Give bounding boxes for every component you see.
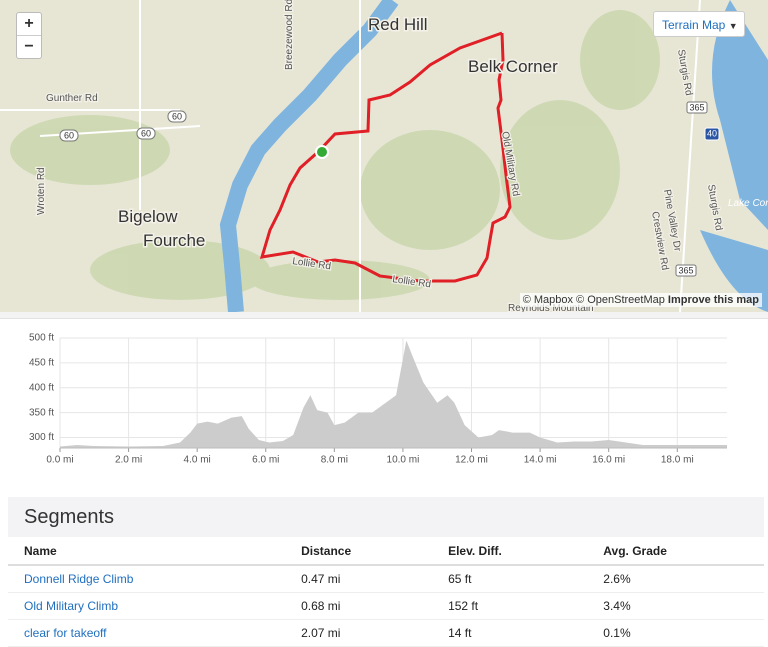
- cell: Old Military Climb: [8, 592, 286, 620]
- x-tick-label: 4.0 mi: [184, 455, 211, 466]
- shield-label: 60: [141, 128, 151, 138]
- x-tick-label: 2.0 mi: [115, 455, 142, 466]
- y-tick-label: 400 ft: [29, 382, 54, 393]
- start-marker: [315, 145, 329, 159]
- road-label: Breezewood Rd: [284, 0, 295, 70]
- shields: 60 60 60 365 40 365: [59, 101, 720, 277]
- y-tick-label: 300 ft: [29, 432, 54, 443]
- x-tick-label: 14.0 mi: [524, 455, 557, 466]
- cell: 152 ft: [432, 592, 588, 620]
- segment-link[interactable]: clear for takeoff: [24, 626, 107, 640]
- lake: [700, 0, 768, 312]
- shield-label: 60: [64, 130, 74, 140]
- zoom-control: + −: [16, 12, 42, 59]
- cell: 14 ft: [432, 619, 588, 647]
- cell: 0.47 mi: [285, 565, 433, 593]
- place-label: Lake Con: [728, 198, 768, 209]
- x-tick-label: 0.0 mi: [46, 455, 73, 466]
- layer-button-label: Terrain Map: [662, 18, 726, 32]
- shield-label: 365: [689, 102, 704, 112]
- divider[interactable]: [0, 312, 768, 319]
- cell: 65 ft: [432, 565, 588, 593]
- zoom-in[interactable]: +: [17, 13, 41, 36]
- road-label: Wroten Rd: [36, 167, 47, 215]
- cell: 2.07 mi: [285, 619, 433, 647]
- column-header: Avg. Grade: [587, 537, 764, 566]
- table-body: Donnell Ridge Climb 0.47 mi 65 ft 2.6% Old M…: [8, 565, 764, 647]
- segments-title: Segments: [8, 497, 764, 537]
- layer-button[interactable]: Terrain Map ▼: [653, 11, 745, 37]
- cell: 0.68 mi: [285, 592, 433, 620]
- header-row: Name Distance Elev. Diff. Avg. Grade: [8, 537, 764, 566]
- cell: 2.6%: [587, 565, 764, 593]
- shield-label: 365: [678, 265, 693, 275]
- elevation-chart: 300 ft 350 ft 400 ft 450 ft 500 ft 0.0 mi 2.0 …: [29, 333, 727, 466]
- attribution: © Mapbox © OpenStreetMap Improve this ma…: [519, 293, 762, 307]
- cell: 0.1%: [587, 619, 764, 647]
- shield-label: 60: [172, 111, 182, 121]
- column-header: Elev. Diff.: [432, 537, 588, 566]
- roads: [0, 0, 701, 312]
- map[interactable]: Red Hill Belk Corner Gunther Rd Breezewo…: [0, 0, 768, 312]
- cell: 3.4%: [587, 592, 764, 620]
- x-tick-label: 6.0 mi: [252, 455, 279, 466]
- x-tick-label: 12.0 mi: [455, 455, 488, 466]
- elevation-area: [60, 340, 727, 448]
- place-label: Red Hill: [368, 15, 428, 34]
- x-tick-label: 10.0 mi: [387, 455, 420, 466]
- route: [259, 31, 512, 283]
- x-tick-label: 18.0 mi: [661, 455, 694, 466]
- segment-row: Donnell Ridge Climb 0.47 mi 65 ft 2.6%: [8, 565, 764, 593]
- cell: clear for takeoff: [8, 619, 286, 647]
- y-tick-label: 350 ft: [29, 407, 54, 418]
- segments-panel: Segments Name Distance Elev. Diff. Avg. Gra…: [8, 497, 764, 647]
- place-label: Belk Corner: [468, 57, 558, 76]
- zoom-out[interactable]: −: [24, 38, 34, 55]
- segment-link[interactable]: Donnell Ridge Climb: [24, 572, 134, 586]
- place-label: Fourche: [143, 231, 205, 250]
- y-tick-label: 450 ft: [29, 358, 54, 369]
- column-header: Distance: [285, 537, 433, 566]
- segment-row: Old Military Climb 0.68 mi 152 ft 3.4%: [8, 592, 764, 620]
- improve-link[interactable]: Improve this map: [667, 294, 759, 306]
- attribution-text: © Mapbox © OpenStreetMap: [522, 294, 665, 306]
- river: [219, 0, 399, 312]
- x-tick-label: 8.0 mi: [321, 455, 348, 466]
- y-tick-label: 500 ft: [29, 333, 54, 344]
- road-label: Gunther Rd: [46, 93, 98, 104]
- segments-table: Name Distance Elev. Diff. Avg. Grade Donnell…: [8, 537, 764, 647]
- shield-label: 40: [707, 128, 717, 138]
- column-header: Name: [8, 537, 286, 566]
- segment-row: clear for takeoff 2.07 mi 14 ft 0.1%: [8, 619, 764, 647]
- x-tick-label: 16.0 mi: [592, 455, 625, 466]
- cell: Donnell Ridge Climb: [8, 565, 286, 593]
- place-label: Bigelow: [118, 207, 178, 226]
- segment-link[interactable]: Old Military Climb: [24, 599, 119, 613]
